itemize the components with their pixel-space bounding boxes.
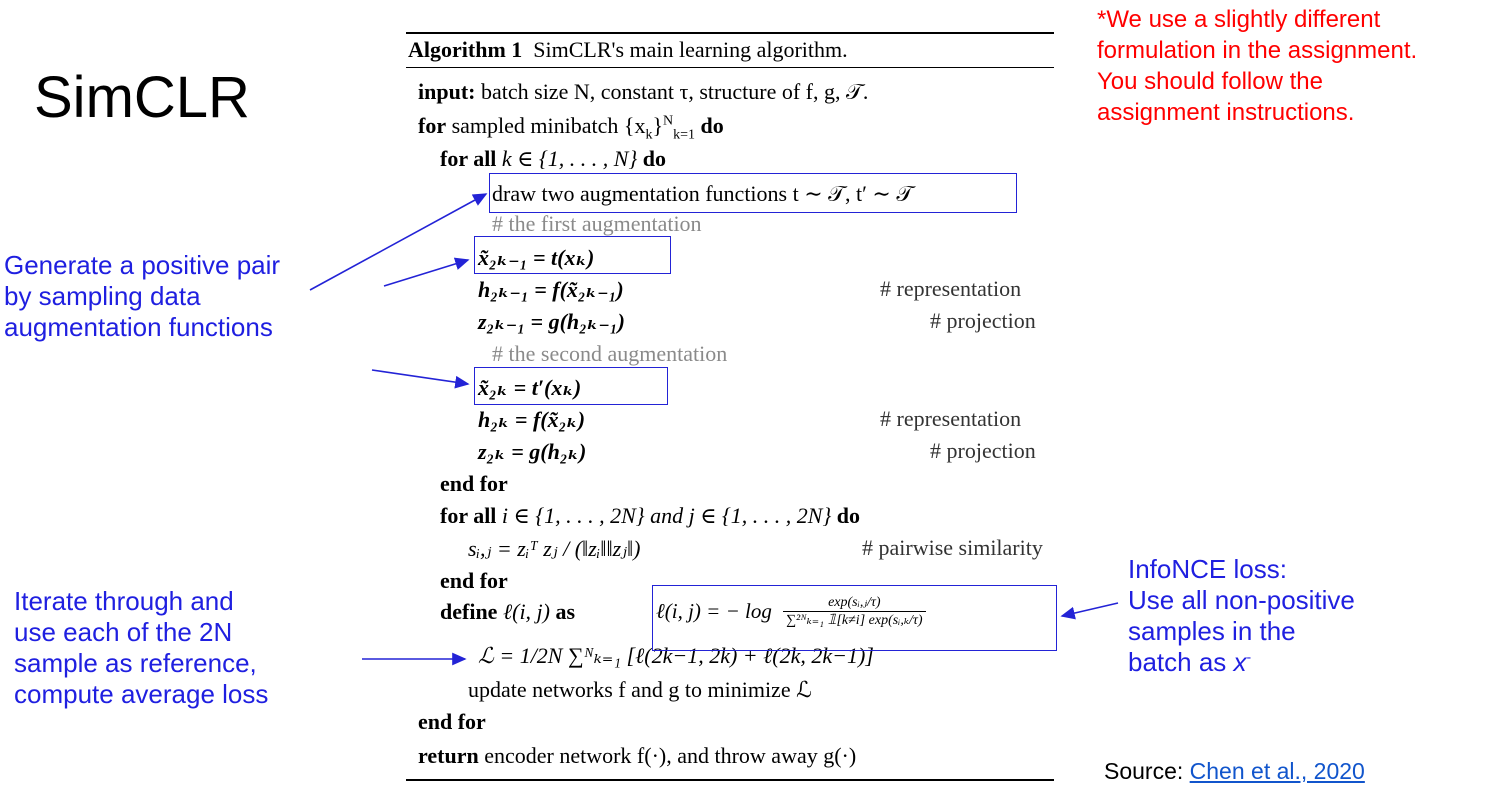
loss-formula: ℓ(i, j) = − log exp(sᵢ,ⱼ/τ) ∑²ᴺₖ₌₁ 𝟙[k≠i… <box>656 594 926 629</box>
algorithm-title: SimCLR's main learning algorithm. <box>533 37 848 62</box>
loss-fraction: exp(sᵢ,ⱼ/τ) ∑²ᴺₖ₌₁ 𝟙[k≠i] exp(sᵢ,ₖ/τ) <box>783 594 926 629</box>
annotation-line: batch as x- <box>1128 647 1355 678</box>
annotation-line: augmentation functions <box>4 312 273 342</box>
annotation-line: compute average loss <box>14 679 269 709</box>
annotation-line: samples in the <box>1128 616 1296 646</box>
assignment-note-line: assignment instructions. <box>1097 99 1355 126</box>
annotation-line: Use all non-positive <box>1128 585 1355 615</box>
source-prefix: Source: <box>1104 758 1190 784</box>
algo-line-for-all-ij: for all i ∈ {1, . . . , 2N} and j ∈ {1, … <box>440 502 860 530</box>
keyword: as <box>555 599 576 624</box>
algo-eq: x̃₂ₖ₋₁ = t(xₖ) <box>478 245 595 270</box>
assignment-note-line: formulation in the assignment. <box>1097 37 1418 64</box>
algo-comment: # representation <box>880 406 1022 431</box>
algorithm-bottom-rule <box>406 779 1054 781</box>
second-view-highlight-box <box>474 367 668 405</box>
annotation-line: Iterate through and <box>14 586 234 616</box>
algo-eq: h₂ₖ = f(x̃₂ₖ) <box>478 407 586 432</box>
algo-comment: # projection <box>930 308 1036 333</box>
source-link[interactable]: Chen et al., 2020 <box>1189 758 1365 784</box>
algo-comment: # the second augmentation <box>492 341 728 366</box>
keyword: end for <box>418 709 486 734</box>
keyword: end for <box>440 568 508 593</box>
algo-text: k ∈ {1, . . . , N} <box>501 146 638 171</box>
algo-eq: z₂ₖ₋₁ = g(h₂ₖ₋₁) <box>478 309 625 334</box>
iterate-annotation: Iterate through and use each of the 2N s… <box>14 586 268 710</box>
keyword: define <box>440 599 498 624</box>
loss-numerator: exp(sᵢ,ⱼ/τ) <box>783 594 926 612</box>
algo-sup: N <box>663 113 674 129</box>
algorithm-header-rule <box>406 67 1054 68</box>
algo-eq: z₂ₖ = g(h₂ₖ) <box>478 439 587 464</box>
source-citation: Source: Chen et al., 2020 <box>1104 758 1365 785</box>
algo-text: encoder network f(·), and throw away g(·… <box>484 743 857 768</box>
keyword: do <box>642 146 666 171</box>
algo-end-for: end for <box>440 567 508 595</box>
annotation-line: Generate a positive pair <box>4 250 281 280</box>
keyword: for <box>418 113 447 138</box>
negative-sample-sup: - <box>1246 648 1252 665</box>
algorithm-label: Algorithm 1 <box>408 37 523 62</box>
algo-text: i ∈ {1, . . . , 2N} and j ∈ {1, . . . , … <box>501 503 832 528</box>
keyword: end for <box>440 471 508 496</box>
algo-comment: # the first augmentation <box>492 211 702 236</box>
assignment-note: *We use a slightly different formulation… <box>1097 4 1417 128</box>
algo-eq: x̃₂ₖ = t′(xₖ) <box>478 375 582 400</box>
algo-line-input: input: batch size N, constant τ, structu… <box>418 78 868 106</box>
algo-similarity: sᵢ,ⱼ = zᵢᵀ zⱼ / (‖zᵢ‖‖zⱼ‖) <box>468 536 641 561</box>
algo-sub: k <box>645 127 653 143</box>
annotation-line: by sampling data <box>4 281 201 311</box>
algo-end-for: end for <box>440 470 508 498</box>
annotation-line: use each of the 2N <box>14 617 233 647</box>
augmentation-highlight-box <box>489 173 1017 213</box>
positive-pair-annotation: Generate a positive pair by sampling dat… <box>4 250 280 343</box>
first-view-highlight-box <box>474 236 671 274</box>
arrow-to-loss-box <box>1060 602 1119 620</box>
annotation-line: sample as reference, <box>14 648 257 678</box>
algo-comment: # representation <box>880 276 1022 301</box>
algo-comment: # pairwise similarity <box>862 535 1043 560</box>
loss-lhs: ℓ(i, j) = − log <box>656 599 772 623</box>
algo-end-for: end for <box>418 708 486 736</box>
arrow-to-augmentation <box>309 193 488 291</box>
annotation-text: batch as <box>1128 647 1234 677</box>
algorithm-top-rule <box>406 32 1054 34</box>
infonce-annotation: InfoNCE loss: Use all non-positive sampl… <box>1128 554 1355 678</box>
slide-title: SimCLR <box>34 65 250 130</box>
keyword: input: <box>418 79 476 104</box>
arrow-to-first-view <box>383 257 470 287</box>
algo-line-for-minibatch: for sampled minibatch {xk}Nk=1 do <box>418 113 724 143</box>
algo-return: return encoder network f(·), and throw a… <box>418 742 856 770</box>
algo-comment: # projection <box>930 438 1036 463</box>
algo-define: define ℓ(i, j) as <box>440 598 575 626</box>
negative-sample-symbol: x <box>1233 647 1247 677</box>
keyword: do <box>700 113 724 138</box>
keyword: for all <box>440 146 497 171</box>
algo-line-for-all-k: for all k ∈ {1, . . . , N} do <box>440 145 666 173</box>
loss-denominator: ∑²ᴺₖ₌₁ 𝟙[k≠i] exp(sᵢ,ₖ/τ) <box>786 613 923 628</box>
algo-update: update networks f and g to minimize ℒ <box>468 677 812 702</box>
algorithm-header: Algorithm 1 SimCLR's main learning algor… <box>408 36 848 64</box>
algo-text: ℓ(i, j) <box>502 599 550 624</box>
algo-line-draw-augment: draw two augmentation functions t ∼ 𝒯, t… <box>492 181 914 206</box>
algo-eq: h₂ₖ₋₁ = f(x̃₂ₖ₋₁) <box>478 277 624 302</box>
assignment-note-line: You should follow the <box>1097 68 1323 95</box>
algo-text: batch size N, constant τ, structure of f… <box>480 79 869 104</box>
algo-sub: k=1 <box>673 127 696 143</box>
annotation-line: InfoNCE loss: <box>1128 554 1287 584</box>
keyword: do <box>836 503 861 528</box>
keyword: return <box>418 743 479 768</box>
keyword: for all <box>440 503 497 528</box>
loss-highlight-box <box>652 585 1057 651</box>
arrow-to-second-view <box>371 369 470 389</box>
assignment-note-line: *We use a slightly different <box>1097 6 1381 33</box>
algo-text: sampled minibatch {x <box>451 113 646 138</box>
algo-average-loss: ℒ = 1/2N ∑ᴺₖ₌₁ [ℓ(2k−1, 2k) + ℓ(2k, 2k−1… <box>478 643 874 668</box>
